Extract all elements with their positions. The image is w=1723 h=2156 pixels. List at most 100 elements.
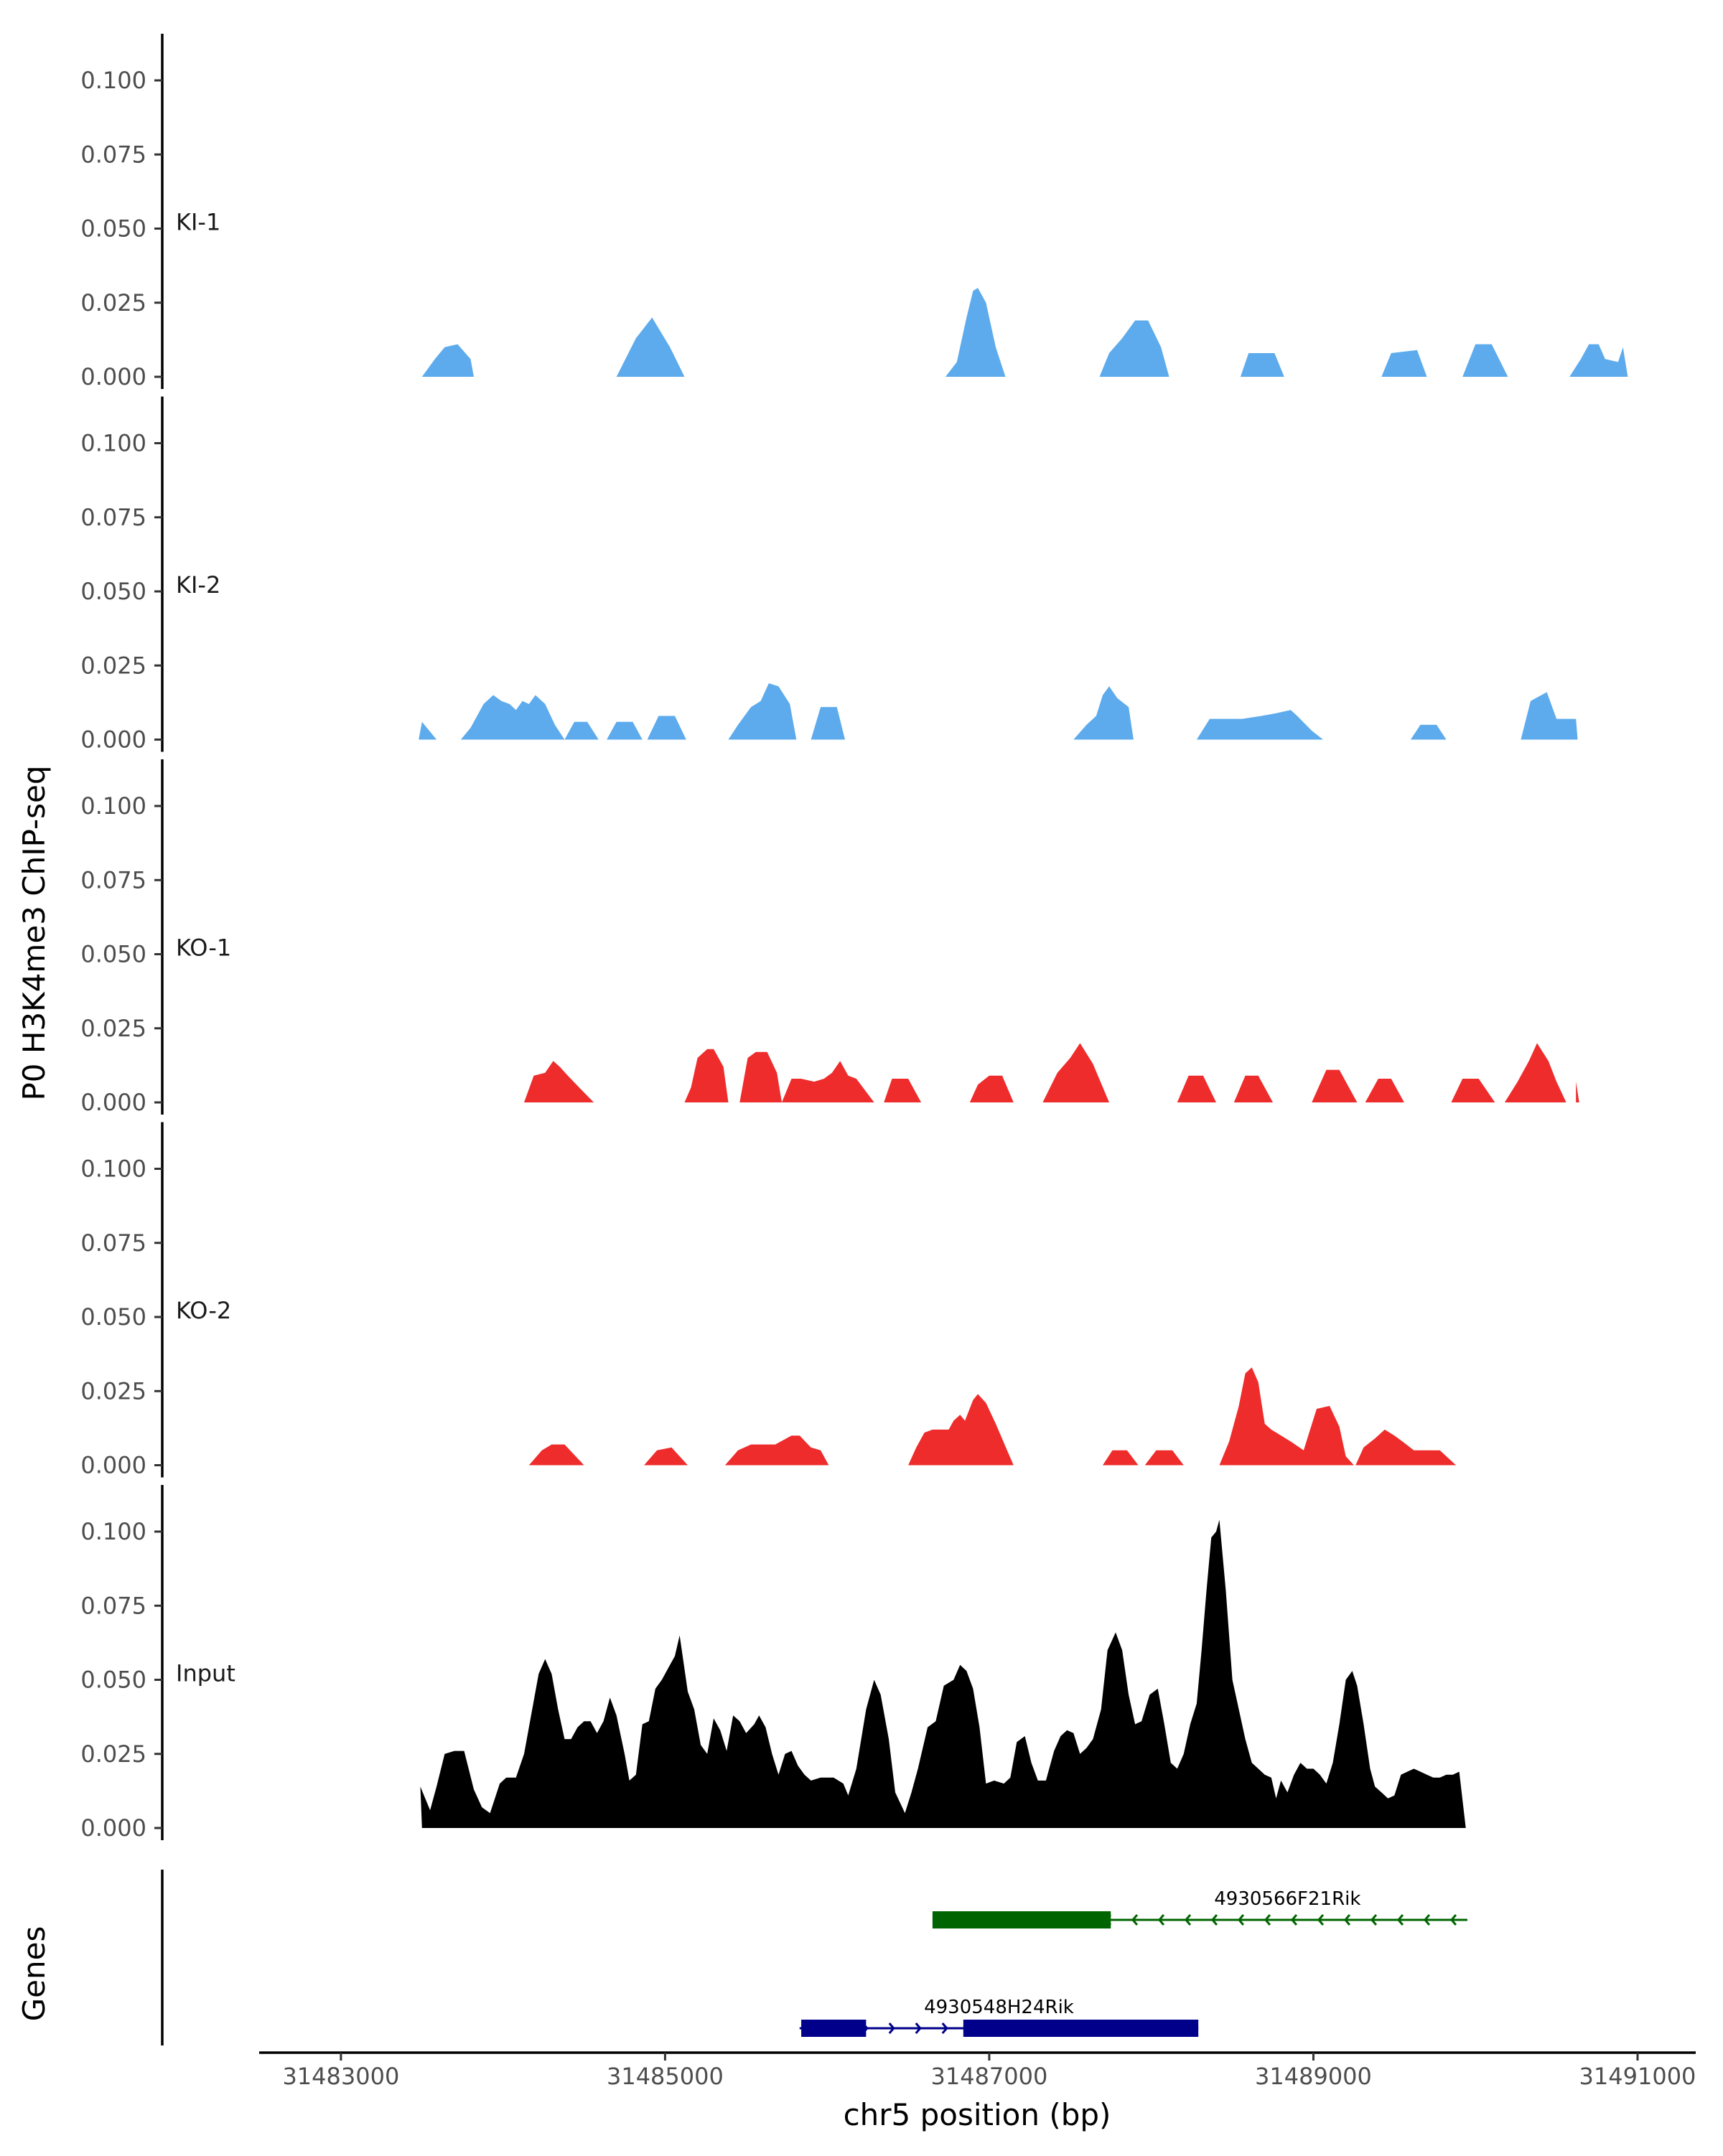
signal-peak [421, 344, 474, 377]
track-panel-ko-2: 0.000 0.025 0.050 0.075 0.100 KO-2 [80, 1122, 1457, 1479]
signal-peak [1365, 1079, 1404, 1102]
signal-peak [1504, 1043, 1566, 1102]
signal-peak [644, 1447, 688, 1466]
signal-peak [969, 1075, 1014, 1102]
gene-4930548h24rik: 4930548H24Rik [799, 1997, 1199, 2037]
signal-peak [782, 1061, 874, 1102]
signal-peak [419, 721, 437, 740]
x-axis-title: chr5 position (bp) [844, 2097, 1111, 2132]
signal-peak [1451, 1079, 1495, 1102]
strand-arrow [1131, 1914, 1139, 1926]
track-panel-ki-1: 0.000 0.025 0.050 0.075 0.100 KI-1 [80, 34, 1628, 390]
y-tick-label: 0.000 [80, 1814, 146, 1842]
y-tick-label: 0.050 [80, 215, 146, 243]
signal-peak [908, 1394, 1014, 1466]
y-tick-label: 0.050 [80, 578, 146, 605]
y-tick-label: 0.050 [80, 1667, 146, 1694]
signal-peak [528, 1444, 584, 1466]
signal-peak [607, 721, 643, 740]
strand-arrow [1396, 1914, 1404, 1926]
track-panel-input: 0.000 0.025 0.050 0.075 0.100 Input [80, 1485, 1466, 1842]
y-tick-label: 0.100 [80, 1156, 146, 1183]
strand-arrow [1237, 1914, 1245, 1926]
track-label: KI-1 [176, 209, 220, 236]
track-label: Input [176, 1660, 235, 1687]
strand-arrow [1184, 1914, 1192, 1926]
y-tick-label: 0.000 [80, 1452, 146, 1479]
strand-arrow [941, 2023, 948, 2034]
y-tick-label: 0.075 [80, 866, 146, 894]
gene-exon [801, 2020, 867, 2037]
strand-arrow [1423, 1914, 1431, 1926]
strand-arrow [1370, 1914, 1378, 1926]
track-panel-ki-2: 0.000 0.025 0.050 0.075 0.100 KI-2 [80, 396, 1578, 754]
signal-peak [647, 716, 686, 740]
x-tick-label: 31487000 [930, 2063, 1047, 2090]
signal-peak [1073, 686, 1134, 740]
signal-peak [1219, 1367, 1354, 1466]
signal-peak [811, 707, 845, 740]
signal-peak [684, 1049, 729, 1102]
y-tick-label: 0.075 [80, 141, 146, 168]
gene-label: 4930566F21Rik [1214, 1888, 1360, 1910]
y-tick-label: 0.100 [80, 792, 146, 820]
y-tick-label: 0.075 [80, 1592, 146, 1619]
strand-arrow [915, 2023, 922, 2034]
signal-peak [1144, 1450, 1184, 1466]
signal-peak [564, 721, 599, 740]
signal-peak [420, 1519, 1466, 1828]
signal-peak [1233, 1075, 1273, 1102]
strand-arrow [1290, 1914, 1298, 1926]
y-tick-label: 0.025 [80, 289, 146, 317]
strand-arrow [1449, 1914, 1457, 1926]
track-label: KI-2 [176, 571, 220, 599]
signal-peak [1196, 710, 1323, 740]
signal-peak [1042, 1043, 1109, 1102]
signal-peak [884, 1079, 922, 1102]
track-panel-ko-1: 0.000 0.025 0.050 0.075 0.100 KO-1 [80, 759, 1579, 1116]
y-tick-label: 0.050 [80, 1303, 146, 1331]
y-tick-label: 0.000 [80, 363, 146, 390]
track-label: KO-2 [176, 1297, 231, 1324]
y-tick-label: 0.100 [80, 430, 146, 457]
y-tick-label: 0.025 [80, 652, 146, 679]
signal-peak [1521, 692, 1578, 740]
y-tick-label: 0.075 [80, 1229, 146, 1257]
x-tick-label: 31485000 [607, 2063, 724, 2090]
signal-peak [1410, 724, 1447, 740]
strand-arrow [1210, 1914, 1218, 1926]
signal-peak [728, 683, 797, 740]
signal-peak [1177, 1075, 1216, 1102]
signal-peak [460, 695, 565, 740]
y-tick-label: 0.025 [80, 1015, 146, 1042]
signal-peak [616, 317, 685, 377]
tracks-layer: 0.0000.0250.0500.0750.100KI-10.0000.0250… [80, 34, 1628, 1842]
y-tick-label: 0.100 [80, 67, 146, 94]
signal-peak [1103, 1450, 1139, 1466]
x-tick-label: 31483000 [282, 2063, 399, 2090]
strand-arrow [1264, 1914, 1271, 1926]
strand-arrow [1343, 1914, 1351, 1926]
y-tick-label: 0.075 [80, 504, 146, 531]
x-tick-label: 31491000 [1579, 2063, 1696, 2090]
signal-peak [1240, 353, 1284, 377]
y-tick-label: 0.050 [80, 941, 146, 968]
signal-peak [739, 1051, 782, 1102]
y-tick-label: 0.100 [80, 1518, 146, 1545]
signal-peak [724, 1435, 829, 1466]
x-tick-label: 31489000 [1255, 2063, 1372, 2090]
strand-arrow [1157, 1914, 1165, 1926]
y-tick-label: 0.025 [80, 1740, 146, 1768]
x-axis: 31483000 31485000 31487000 31489000 31491000 [259, 2051, 1696, 2090]
strand-arrow [1317, 1914, 1325, 1926]
signal-peak [1099, 320, 1169, 377]
signal-peak [524, 1061, 594, 1102]
signal-peak [1312, 1069, 1358, 1102]
track-label: KO-1 [176, 934, 231, 962]
signal-peak [1569, 344, 1628, 377]
gene-exon [963, 2020, 1199, 2037]
gene-4930566f21rik: 4930566F21Rik [932, 1888, 1467, 1928]
signal-peak [1355, 1429, 1457, 1466]
